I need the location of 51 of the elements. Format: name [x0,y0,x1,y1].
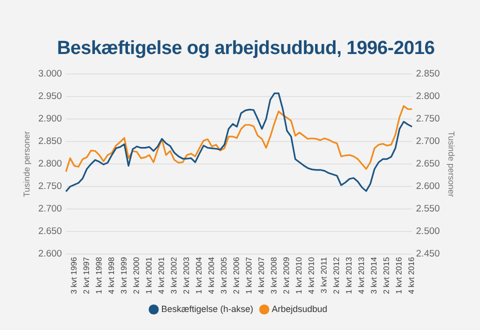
y-tick-label: 2.850 [38,136,62,148]
y-tick-label: 2.800 [38,158,62,170]
x-tick-label: 4 kvt 2001 [157,256,166,294]
y2-tick-label: 2.600 [416,181,440,192]
x-tick-label: 1 kvt 2016 [394,256,404,294]
x-tick-label: 1 kvt 2013 [344,256,354,294]
y-axis-title: Tusinde personer [21,130,32,197]
x-tick-label: 1 kvt 2001 [144,256,154,294]
y2-axis-title: Tusinde personer [446,131,457,198]
x-tick-label: 4 kvt 2016 [407,256,416,294]
y-tick-label: 3.000 [38,68,62,80]
y2-tick-label: 2.700 [416,136,440,148]
y2-tick-label: 2.750 [416,114,440,125]
x-tick-label: 2 kvt 2009 [282,256,292,294]
x-tick-label: 4 kvt 2007 [257,256,266,294]
chart-title: Beskæftigelse og arbejdsudbud, 1996-2016 [57,38,435,60]
x-tick-label: 4 kvt 2010 [307,256,316,294]
x-tick-label: 4 kvt 1998 [107,256,116,294]
y-tick-label: 2.650 [38,226,62,238]
y-tick-label: 2.700 [38,204,62,215]
y-tick-label: 2.600 [38,248,62,260]
y2-tick-label: 2.500 [416,226,440,238]
y-tick-label: 2.950 [38,91,62,102]
x-tick-label: 2 kvt 2003 [182,256,192,294]
y-tick-label: 2.750 [38,181,62,192]
x-tick-label: 2 kvt 2006 [232,256,242,294]
y2-tick-label: 2.450 [416,248,440,260]
x-tick-label: 2 kvt 2012 [332,256,342,294]
x-tick-label: 3 kvt 2014 [370,256,379,294]
legend-label: Arbejdsudbud [272,304,328,314]
y2-tick-label: 2.550 [416,204,440,215]
x-tick-label: 3 kvt 2011 [320,256,329,294]
x-tick-label: 4 kvt 2013 [357,256,366,294]
x-tick-label: 2 kvt 2000 [132,256,142,294]
x-tick-label: 1 kvt 2010 [294,256,304,294]
x-tick-label: 3 kvt 2008 [270,256,279,294]
x-tick-label: 3 kvt 2005 [220,256,229,294]
y2-tick-label: 2.650 [416,158,440,170]
x-tick-label: 3 kvt 1999 [120,256,129,294]
y2-tick-label: 2.800 [416,91,440,102]
legend-label: Beskæftigelse (h-akse) [161,304,254,314]
x-tick-label: 2 kvt 2015 [382,256,392,294]
x-tick-label: 1 kvt 2004 [194,256,204,294]
x-tick-label: 1 kvt 2007 [244,256,254,294]
y2-tick-label: 2.850 [416,68,440,80]
x-tick-label: 3 kvt 2002 [170,256,179,294]
x-tick-label: 2 kvt 1997 [82,256,92,294]
x-tick-label: 4 kvt 2004 [207,256,216,294]
y-tick-label: 2.900 [38,114,62,125]
x-tick-label: 3 kvt 1996 [70,256,79,294]
x-tick-label: 1 kvt 1998 [94,256,104,294]
